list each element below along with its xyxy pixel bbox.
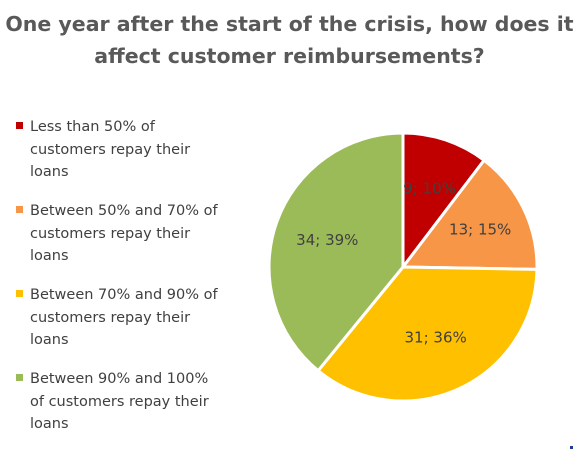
pie-data-label-4: 34; 39%	[296, 231, 358, 249]
pie-data-label-1: 9; 10%	[403, 179, 456, 197]
pie-slice-2	[401, 158, 539, 271]
legend-label-3: Between 70% and 90% of customers repay t…	[30, 287, 218, 348]
pie-data-label-2: 13; 15%	[449, 221, 511, 239]
corner-marker	[570, 446, 573, 449]
legend-swatch-2	[16, 206, 23, 213]
pie-slice-1	[401, 131, 486, 269]
pie-slice-4	[267, 131, 405, 373]
chart-title: One year after the start of the crisis, …	[0, 8, 579, 72]
legend-label-2: Between 50% and 70% of customers repay t…	[30, 203, 218, 264]
legend-swatch-1	[16, 122, 23, 129]
legend-label-4: Between 90% and 100% of customers repay …	[30, 371, 209, 432]
pie-chart: 9; 10% 13; 15% 31; 36% 34; 39%	[267, 131, 548, 412]
legend-label-1: Less than 50% of customers repay their l…	[30, 119, 191, 180]
legend-swatch-3	[16, 290, 23, 297]
pie-slice-3	[316, 265, 539, 403]
chart-title-text: One year after the start of the crisis, …	[5, 12, 574, 68]
legend-swatch-4	[16, 374, 23, 381]
pie-data-label-3: 31; 36%	[405, 329, 467, 347]
pie-chart-svg: 9; 10% 13; 15% 31; 36% 34; 39%	[267, 131, 539, 403]
